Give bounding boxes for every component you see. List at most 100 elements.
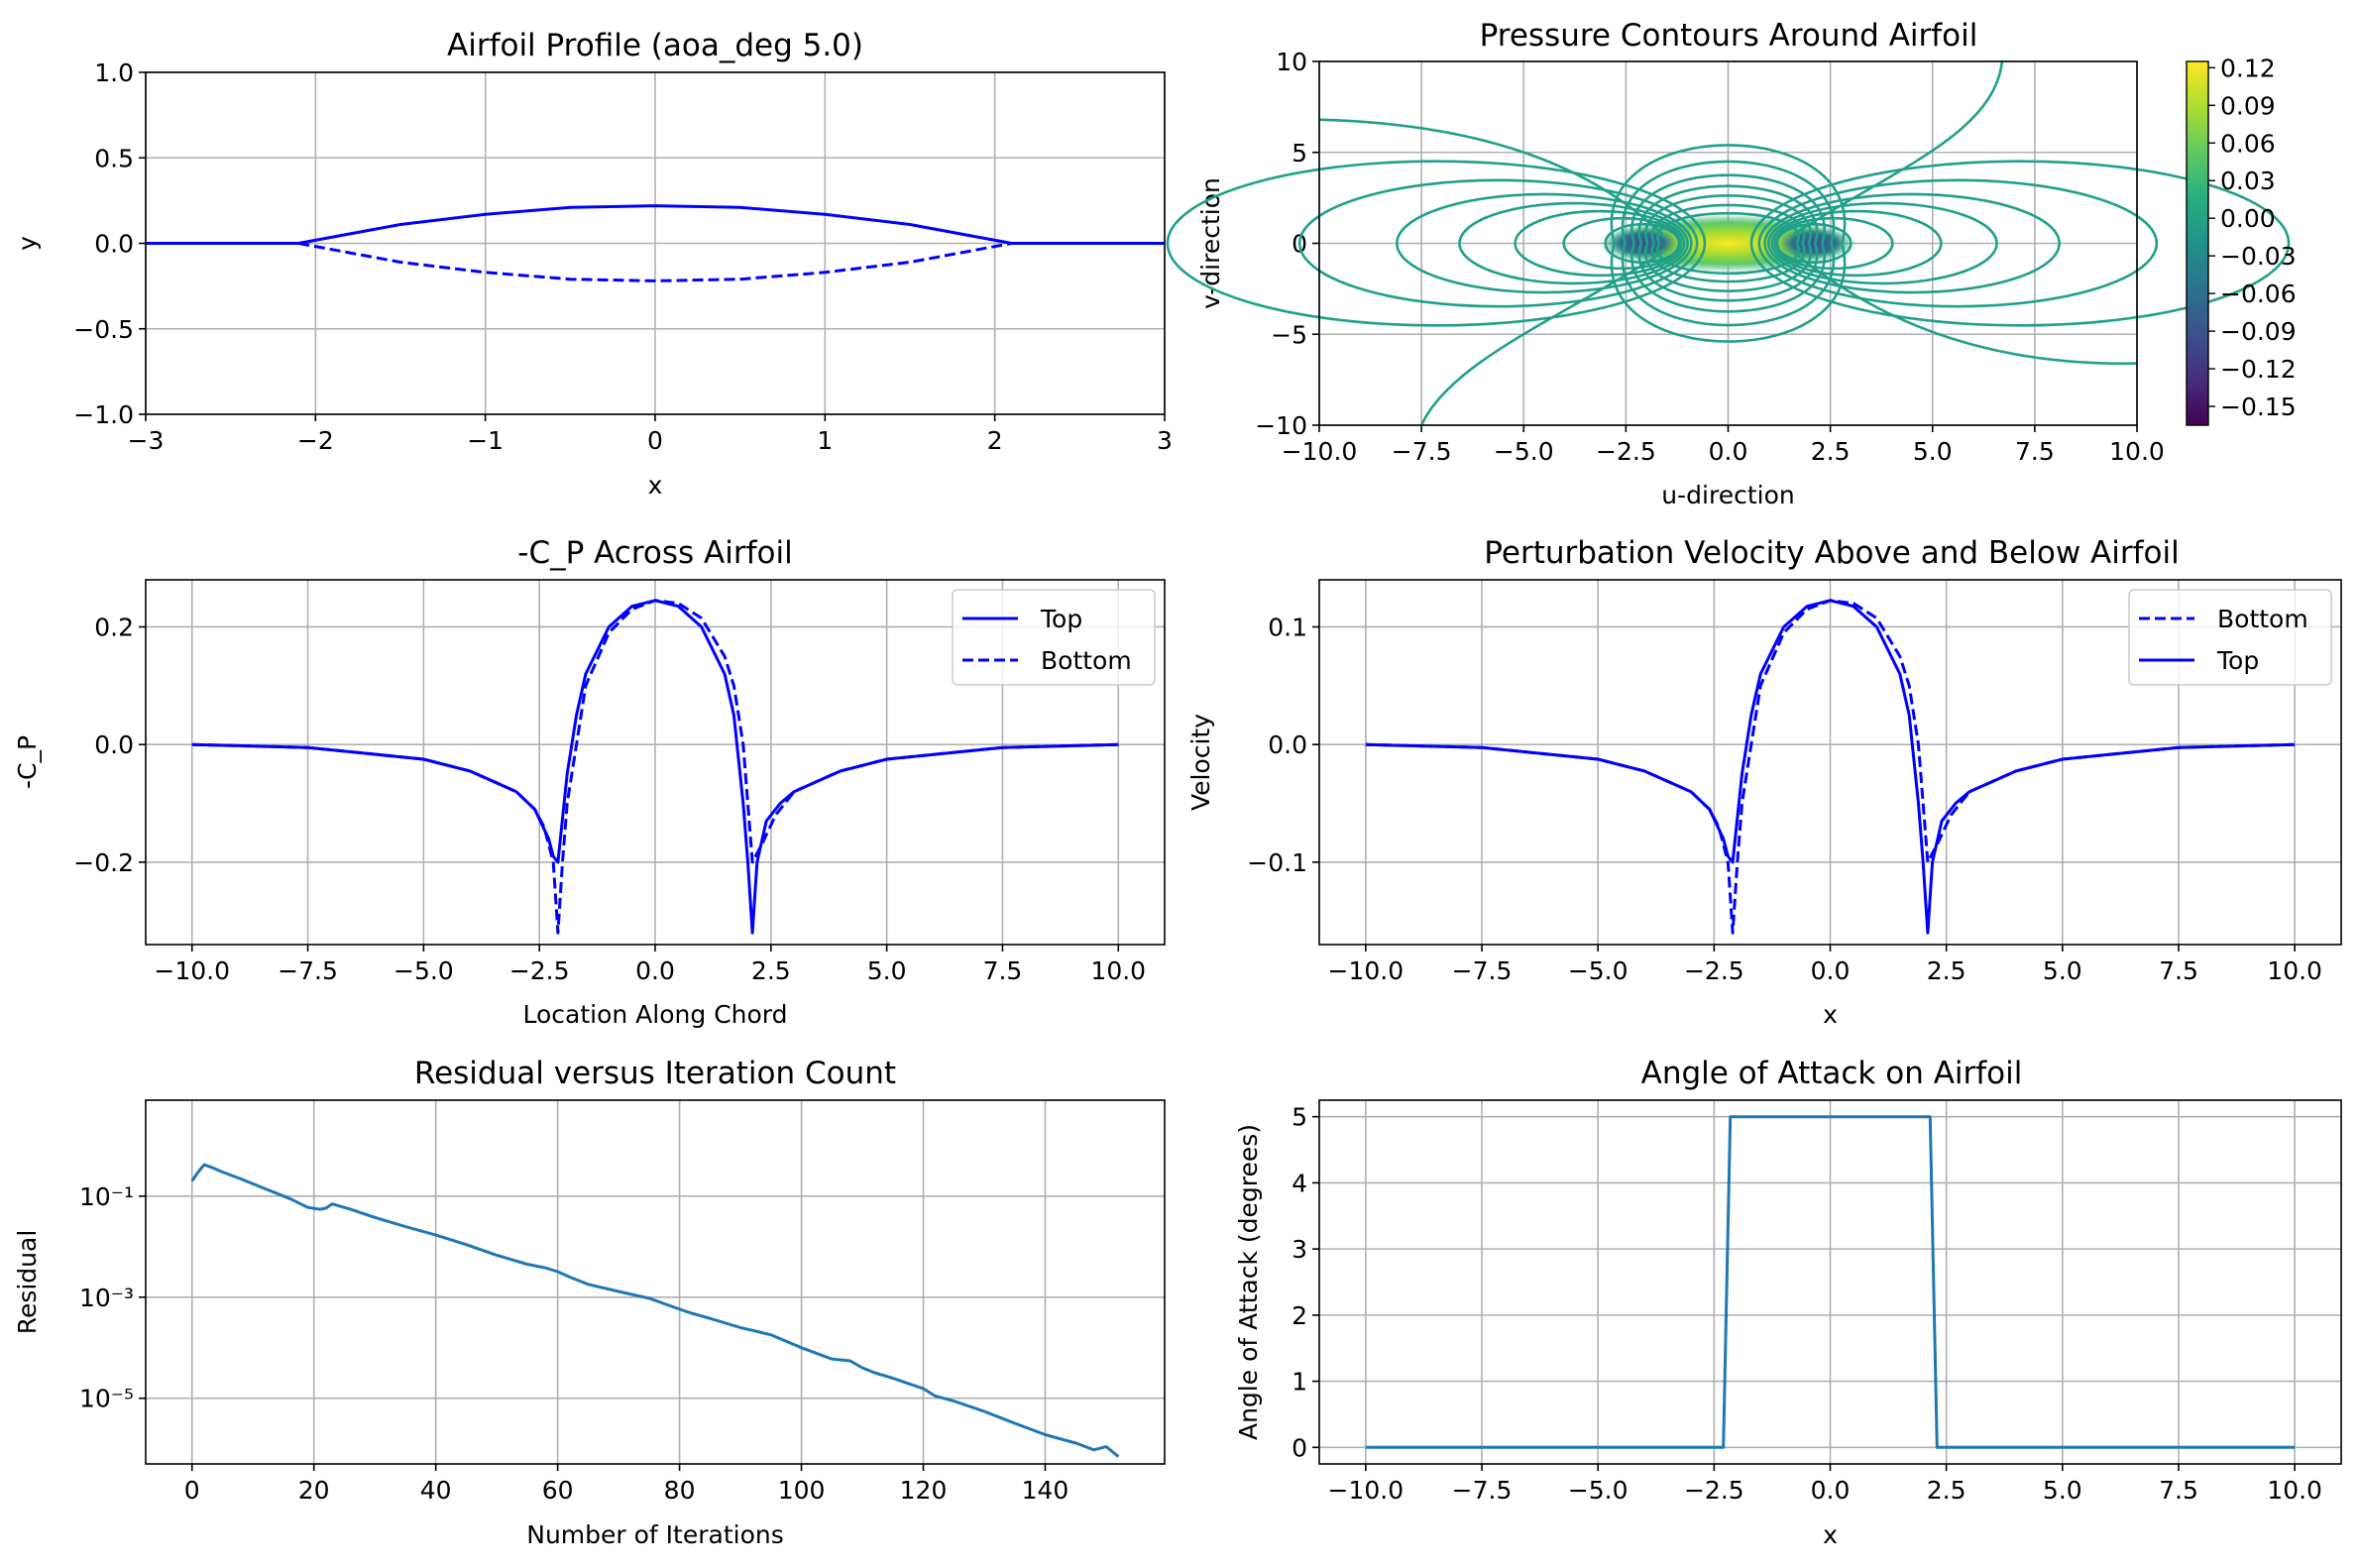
contour-far-lower-left xyxy=(1419,251,1664,426)
chart-title: -C_P Across Airfoil xyxy=(517,535,792,571)
series-line-1 xyxy=(297,242,1013,282)
x-tick-label: 40 xyxy=(420,1476,452,1505)
series-line-bottom xyxy=(191,599,1119,935)
x-tick-label: 2.5 xyxy=(1927,956,1967,985)
contour-right-lobe xyxy=(1757,178,2159,308)
x-tick-label: 5.0 xyxy=(867,956,907,985)
contour-far-upper-left xyxy=(1318,118,1664,236)
series-line-0 xyxy=(146,204,1165,245)
x-tick-label: 1 xyxy=(817,426,833,455)
y-tick-label: −5 xyxy=(1271,320,1307,349)
x-axis-label: Location Along Chord xyxy=(523,1000,788,1029)
x-tick-label: 0 xyxy=(647,426,663,455)
contour-lines xyxy=(1166,60,2291,426)
panel-residual: Residual versus Iteration Count 0 20 40 60 8… xyxy=(13,1056,1166,1549)
x-axis-label: u-direction xyxy=(1661,481,1794,509)
x-tick-label: −2.5 xyxy=(509,956,570,985)
plot-area: −10.0 −7.5 −5.0 −2.5 0.0 2.5 5.0 7.5 10.0−10−505… xyxy=(1166,48,2297,509)
x-tick-label: 0.0 xyxy=(1811,956,1851,985)
series-line-0 xyxy=(190,1163,1120,1458)
x-tick-label: 60 xyxy=(542,1476,574,1505)
x-tick-label: −5.0 xyxy=(1494,437,1554,466)
x-tick-label: 20 xyxy=(298,1476,330,1505)
y-axis-label: -C_P xyxy=(13,735,42,789)
chart-title: Perturbation Velocity Above and Below Ai… xyxy=(1484,535,2179,571)
y-tick-label: 0.2 xyxy=(94,613,134,641)
x-tick-label: 140 xyxy=(1022,1476,1069,1505)
plot-area: −10.0 −7.5 −5.0 −2.5 0.0 2.5 5.0 7.5 10.0 −0.1 0.0… xyxy=(1186,579,2342,1029)
x-tick-label: −7.5 xyxy=(1452,1476,1513,1505)
panel-cp: -C_P Across Airfoil −10.0 −7.5 −5.0 −2.5 0.0… xyxy=(13,535,1166,1029)
y-tick-label: −0.5 xyxy=(73,315,134,344)
x-tick-label: −7.5 xyxy=(278,956,338,985)
y-tick-label: −0.1 xyxy=(1247,848,1307,877)
chart-title: Angle of Attack on Airfoil xyxy=(1641,1056,2023,1091)
legend-label: Top xyxy=(2216,646,2259,675)
x-tick-label: 0.0 xyxy=(1709,437,1748,466)
x-axis-label: x xyxy=(1823,1520,1838,1549)
y-tick-label: 2 xyxy=(1292,1301,1307,1330)
colorbar-tick-label: 0.06 xyxy=(2220,129,2276,158)
x-tick-label: 7.5 xyxy=(983,956,1023,985)
legend-label: Top xyxy=(1040,605,1082,633)
contour-right-lobe xyxy=(1763,192,2061,294)
contour-left-lobe xyxy=(1297,178,1699,308)
x-tick-label: −10.0 xyxy=(1328,956,1405,985)
colorbar-gradient xyxy=(2186,60,2209,426)
grid-lines xyxy=(1319,580,2341,945)
plot-area: −10.0 −7.5 −5.0 −2.5 0.0 2.5 5.0 7.5 10.0 −0.2 0.0… xyxy=(13,579,1166,1029)
contour-right-lobe xyxy=(1775,222,1853,265)
tick-marks xyxy=(1312,60,2138,432)
series-line-bottom xyxy=(1365,599,2296,935)
x-tick-label: −2.5 xyxy=(1596,437,1656,466)
contour-left-lobe xyxy=(1562,216,1683,271)
x-tick-label: 0.0 xyxy=(635,956,675,985)
x-tick-label: −5.0 xyxy=(1568,1476,1629,1505)
y-tick-label: 0 xyxy=(1292,1433,1307,1462)
chart-title: Pressure Contours Around Airfoil xyxy=(1480,18,1978,54)
y-tick-label: 10⁻³ xyxy=(79,1284,134,1312)
y-tick-label: 0.0 xyxy=(1268,730,1307,759)
y-tick-label: 5 xyxy=(1292,1103,1307,1132)
y-tick-label: 0.1 xyxy=(1268,613,1307,641)
x-tick-label: −5.0 xyxy=(1568,956,1629,985)
tick-marks xyxy=(139,71,1166,421)
x-tick-label: 7.5 xyxy=(2159,1476,2198,1505)
colorbar-tick-label: −0.06 xyxy=(2220,280,2297,308)
grid-lines xyxy=(1319,1100,2341,1464)
x-tick-label: 120 xyxy=(900,1476,948,1505)
panel-perturbation-velocity: Perturbation Velocity Above and Below Ai… xyxy=(1186,535,2342,1029)
tick-marks xyxy=(1312,1115,2296,1471)
series-line-top xyxy=(1365,599,2296,935)
x-tick-label: −3 xyxy=(128,426,165,455)
y-tick-label: −0.2 xyxy=(73,848,134,877)
contour-lower-lobe xyxy=(1610,243,1847,343)
colorbar-tick-label: −0.03 xyxy=(2220,242,2297,271)
legend: Top Bottom xyxy=(952,589,1156,686)
chart-title: Residual versus Iteration Count xyxy=(414,1056,896,1091)
x-tick-label: 5.0 xyxy=(1913,437,1953,466)
x-tick-label: 7.5 xyxy=(2015,437,2055,466)
legend: Bottom Top xyxy=(2128,589,2332,686)
x-tick-label: 10.0 xyxy=(2267,956,2322,985)
legend-label: Bottom xyxy=(1041,646,1132,675)
axes-frame xyxy=(1318,579,2342,946)
x-tick-label: −2.5 xyxy=(1684,956,1744,985)
tick-marks xyxy=(139,625,1120,952)
x-tick-label: 80 xyxy=(664,1476,696,1505)
contour-right-lobe xyxy=(1770,209,1943,278)
grid-lines xyxy=(146,580,1165,945)
y-tick-label: 1.0 xyxy=(94,58,134,87)
y-axis-label: Velocity xyxy=(1186,714,1215,811)
y-tick-label: 0.0 xyxy=(94,230,134,259)
plot-area: −10.0 −7.5 −5.0 −2.5 0.0 2.5 5.0 7.5 10.0 0 1 2 3 4 5 x… xyxy=(1234,1099,2342,1549)
x-tick-label: −10.0 xyxy=(154,956,230,985)
contour-upper-lobe xyxy=(1656,212,1800,245)
colorbar-tick-label: 0.00 xyxy=(2220,204,2276,233)
x-tick-label: 0.0 xyxy=(1811,1476,1851,1505)
grid-lines xyxy=(146,1100,1165,1464)
y-tick-label: 10 xyxy=(1276,48,1307,76)
x-tick-label: 10.0 xyxy=(1090,956,1146,985)
colorbar-tick-label: 0.03 xyxy=(2220,167,2276,195)
contour-upper-lobe xyxy=(1610,144,1847,244)
